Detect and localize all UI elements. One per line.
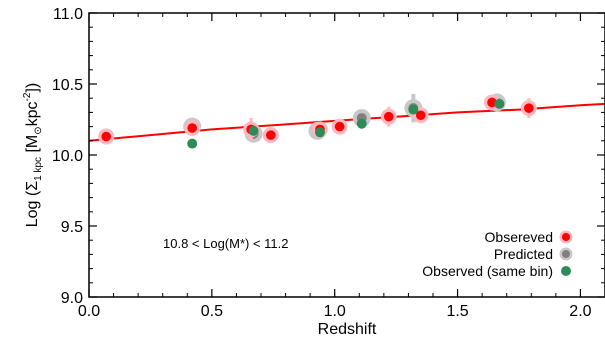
mass-bin-annotation: 10.8 < Log(M*) < 11.2 bbox=[163, 236, 289, 251]
y-label-part-log: Log (Σ bbox=[24, 181, 41, 227]
y-axis-label: Log (Σ1 kpc [M⊙kpc-2]) bbox=[22, 83, 44, 227]
y-label-subscript: 1 kpc bbox=[33, 157, 44, 181]
x-tick-label: 0.0 bbox=[78, 303, 100, 320]
ticks-layer: 0.0 0.5 1.0 1.5 2.0 9.0 9.5 10.0 10.5 11.0 bbox=[52, 6, 605, 320]
x-tick-label: 1.0 bbox=[324, 303, 346, 320]
y-label-superscript: -2 bbox=[22, 92, 33, 101]
observed-point bbox=[187, 123, 197, 133]
observed-point bbox=[524, 103, 534, 113]
legend-label-observed: Obsereved bbox=[485, 229, 553, 245]
y-tick-label: 10.0 bbox=[52, 148, 83, 165]
legend-marker-same-bin bbox=[561, 266, 571, 276]
x-tick-label: 2.0 bbox=[569, 303, 591, 320]
observed-point bbox=[334, 121, 345, 132]
y-label-sun-symbol: ⊙ bbox=[33, 126, 44, 134]
same-bin-point bbox=[356, 118, 367, 129]
observed-point bbox=[266, 130, 276, 140]
y-label-part-units: [M bbox=[24, 135, 41, 157]
y-tick-label: 10.5 bbox=[52, 77, 83, 94]
legend: Obsereved Predicted Observed (same bin) bbox=[422, 229, 573, 279]
observed-point bbox=[101, 131, 111, 142]
legend-marker-predicted bbox=[562, 250, 570, 258]
legend-label-predicted: Predicted bbox=[494, 246, 553, 262]
same-bin-point bbox=[408, 104, 419, 115]
same-bin-point bbox=[314, 127, 325, 138]
x-tick-label: 0.5 bbox=[201, 303, 223, 320]
same-bin-point bbox=[248, 125, 259, 136]
observed-point bbox=[487, 97, 497, 108]
same-bin-point bbox=[494, 98, 505, 109]
y-label-part-close: ]) bbox=[24, 83, 41, 93]
y-tick-label: 11.0 bbox=[53, 6, 83, 23]
legend-label-same-bin: Observed (same bin) bbox=[422, 263, 553, 279]
observed-point bbox=[415, 110, 426, 121]
x-tick-label: 1.5 bbox=[446, 303, 468, 320]
points-layer bbox=[98, 93, 537, 149]
same-bin-point bbox=[187, 138, 198, 149]
observed-point bbox=[383, 111, 394, 122]
y-tick-label: 9.5 bbox=[61, 219, 83, 236]
legend-marker-observed bbox=[562, 233, 570, 241]
x-axis-label: Redshift bbox=[318, 321, 377, 338]
y-label-part-kpc: kpc bbox=[24, 101, 41, 126]
y-tick-label: 9.0 bbox=[61, 290, 83, 307]
